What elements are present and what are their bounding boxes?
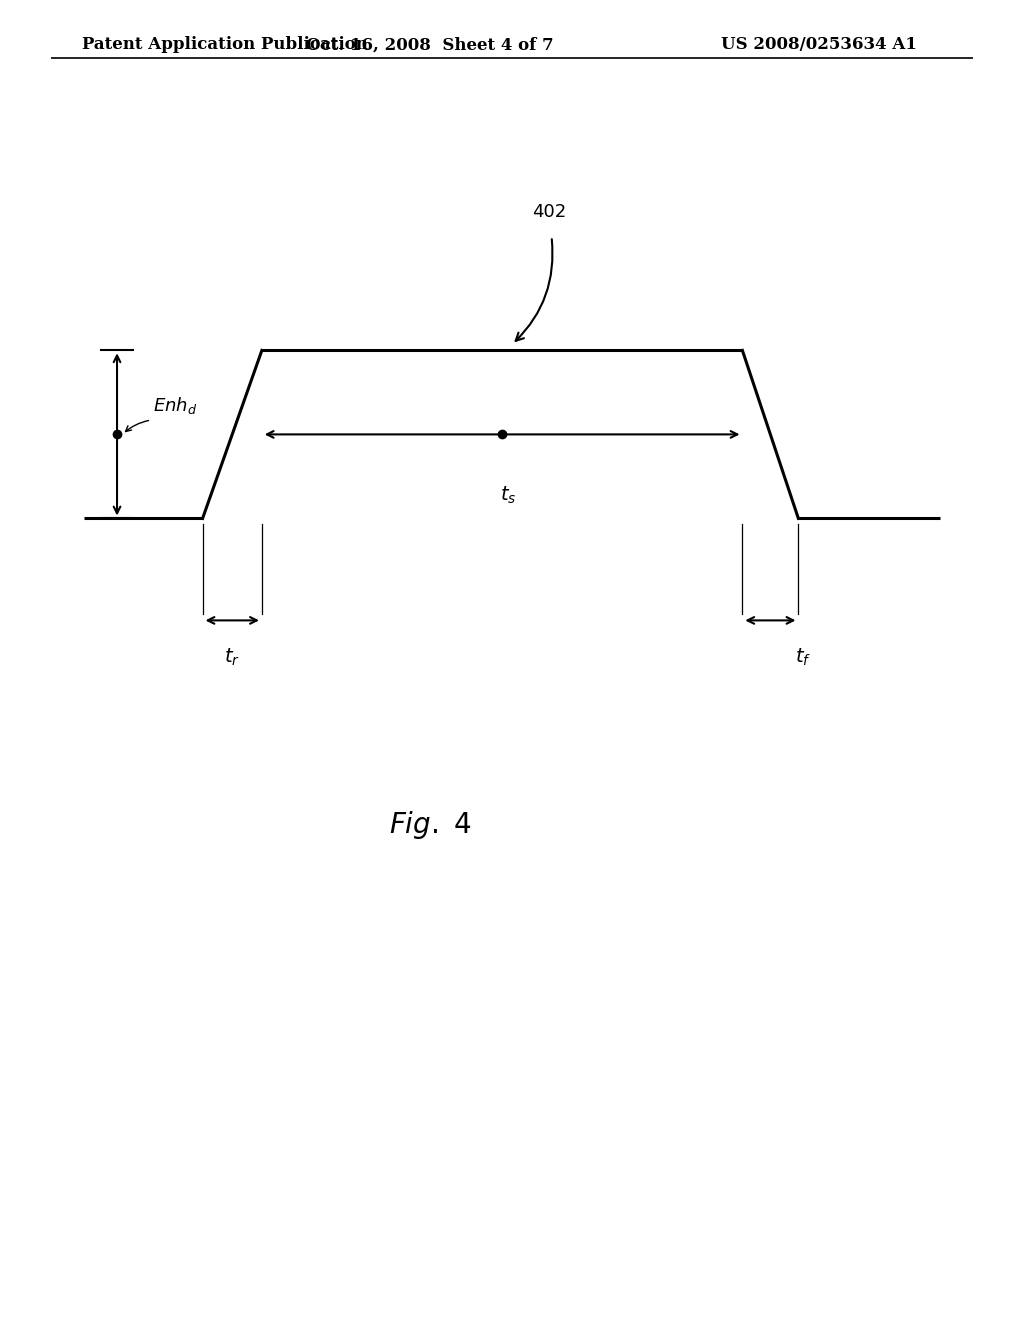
Text: $\it{Fig.}$ $\it{4}$: $\it{Fig.}$ $\it{4}$ <box>389 809 471 841</box>
Text: $Enh_d$: $Enh_d$ <box>154 396 198 416</box>
Text: $t_s$: $t_s$ <box>501 484 517 506</box>
Text: Oct. 16, 2008  Sheet 4 of 7: Oct. 16, 2008 Sheet 4 of 7 <box>306 37 554 53</box>
Text: $t_f$: $t_f$ <box>796 647 811 668</box>
Text: 402: 402 <box>531 203 566 222</box>
Text: $t_r$: $t_r$ <box>224 647 241 668</box>
Text: Patent Application Publication: Patent Application Publication <box>82 37 368 53</box>
Text: US 2008/0253634 A1: US 2008/0253634 A1 <box>721 37 918 53</box>
